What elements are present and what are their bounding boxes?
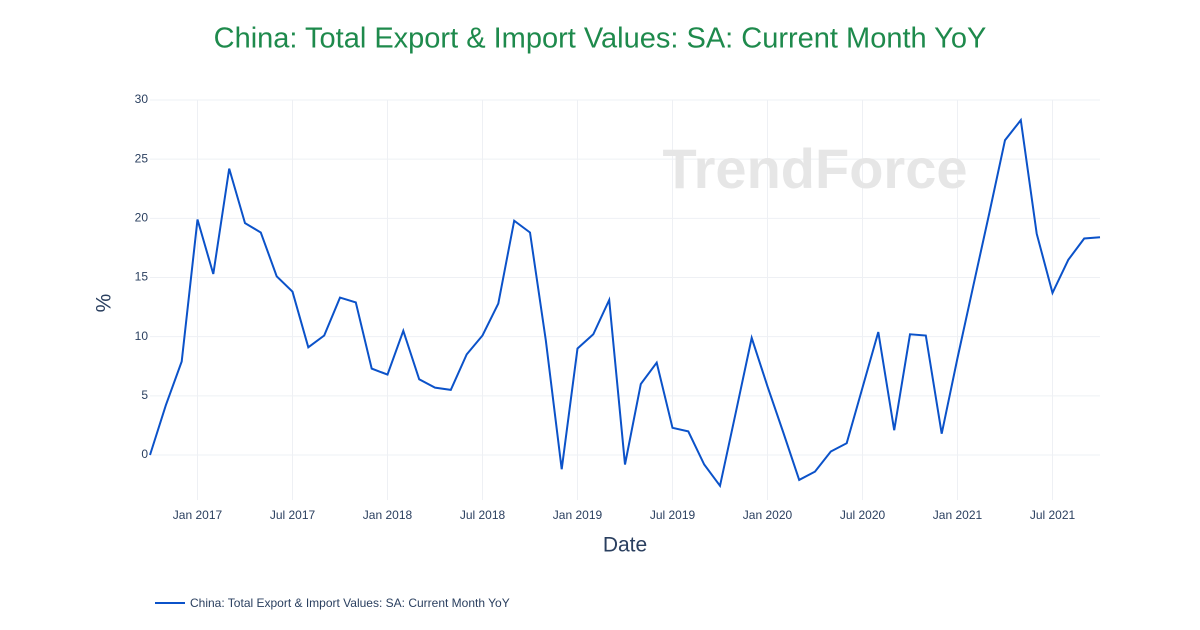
watermark: TrendForce [663,137,968,200]
x-tick-label: Jan 2021 [933,508,983,522]
x-axis-title: Date [603,534,647,557]
x-tick-label: Jan 2020 [743,508,793,522]
x-tick-label: Jul 2021 [1030,508,1076,522]
y-tick-label: 5 [141,388,148,402]
y-tick-label: 25 [135,151,149,165]
legend-label: China: Total Export & Import Values: SA:… [190,596,510,610]
y-tick-label: 15 [135,270,149,284]
y-axis-title: % [93,294,116,313]
x-tick-label: Jul 2019 [650,508,696,522]
y-tick-label: 20 [135,211,149,225]
y-tick-label: 10 [135,329,149,343]
chart-title: China: Total Export & Import Values: SA:… [214,23,987,55]
x-tick-label: Jul 2017 [270,508,316,522]
x-tick-label: Jul 2020 [840,508,886,522]
data-line [149,117,1101,489]
x-tick-label: Jan 2019 [553,508,603,522]
x-tick-label: Jul 2018 [460,508,506,522]
y-tick-label: 0 [141,447,148,461]
x-tick-label: Jan 2017 [173,508,223,522]
x-tick-label: Jan 2018 [363,508,413,522]
y-tick-label: 30 [135,92,149,106]
